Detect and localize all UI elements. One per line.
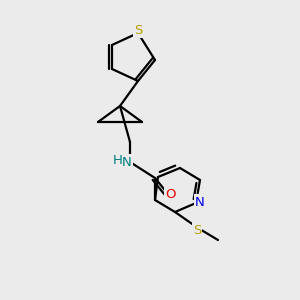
Text: S: S bbox=[134, 23, 142, 37]
Text: N: N bbox=[122, 155, 132, 169]
Text: N: N bbox=[195, 196, 205, 208]
Text: H: H bbox=[113, 154, 123, 167]
Text: O: O bbox=[165, 188, 175, 200]
Text: S: S bbox=[193, 224, 201, 236]
